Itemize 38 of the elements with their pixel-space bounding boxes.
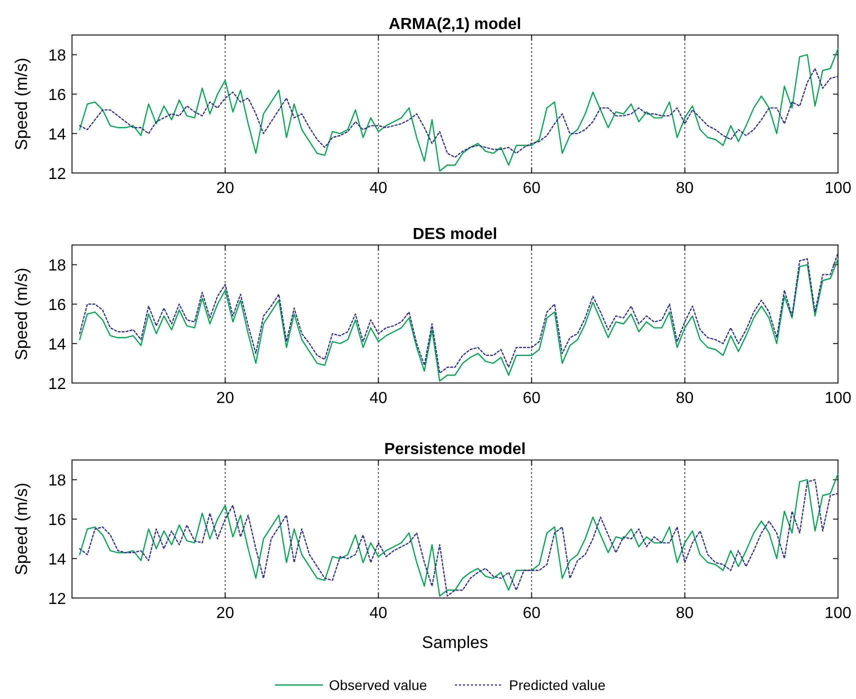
y-tick-label: 14 bbox=[48, 126, 66, 144]
chart-title: ARMA(2,1) model bbox=[388, 16, 522, 33]
y-tick-label: 18 bbox=[48, 258, 66, 275]
y-axis-title: Speed (m/s) bbox=[12, 58, 31, 150]
x-tick-label: 100 bbox=[824, 390, 852, 407]
line-series bbox=[79, 68, 839, 158]
y-tick-label: 18 bbox=[48, 472, 66, 490]
line-series bbox=[79, 48, 839, 172]
y-tick-label: 16 bbox=[48, 297, 66, 314]
x-tick-label: 20 bbox=[216, 180, 234, 197]
legend-label: Predicted value bbox=[509, 677, 606, 693]
x-tick-label: 60 bbox=[522, 605, 541, 622]
chart-title: Persistence model bbox=[384, 441, 526, 458]
x-tick-label: 40 bbox=[370, 605, 388, 622]
y-tick-label: 14 bbox=[48, 552, 66, 569]
x-tick-label: 100 bbox=[824, 180, 852, 197]
y-axis-title: Speed (m/s) bbox=[12, 268, 31, 360]
y-tick-label: 16 bbox=[48, 87, 66, 104]
y-tick-label: 14 bbox=[48, 336, 66, 354]
x-tick-label: 60 bbox=[522, 390, 541, 407]
y-axis-title: Speed (m/s) bbox=[12, 482, 31, 576]
y-tick-label: 12 bbox=[48, 376, 66, 393]
x-axis-title: Samples bbox=[422, 633, 488, 652]
legend-label: Observed value bbox=[329, 677, 428, 693]
x-tick-label: 40 bbox=[370, 390, 388, 407]
x-tick-label: 20 bbox=[216, 605, 234, 622]
x-tick-label: 80 bbox=[676, 390, 694, 407]
x-tick-label: 80 bbox=[676, 605, 694, 622]
x-tick-label: 60 bbox=[522, 180, 541, 197]
y-tick-label: 18 bbox=[48, 48, 66, 65]
y-tick-label: 16 bbox=[48, 512, 66, 530]
x-tick-label: 80 bbox=[676, 180, 694, 197]
y-tick-label: 12 bbox=[48, 166, 66, 183]
x-tick-label: 100 bbox=[824, 605, 852, 622]
x-tick-label: 40 bbox=[370, 180, 388, 197]
chart-title: DES model bbox=[412, 226, 498, 243]
x-tick-label: 20 bbox=[216, 390, 234, 407]
y-tick-label: 12 bbox=[48, 591, 66, 608]
